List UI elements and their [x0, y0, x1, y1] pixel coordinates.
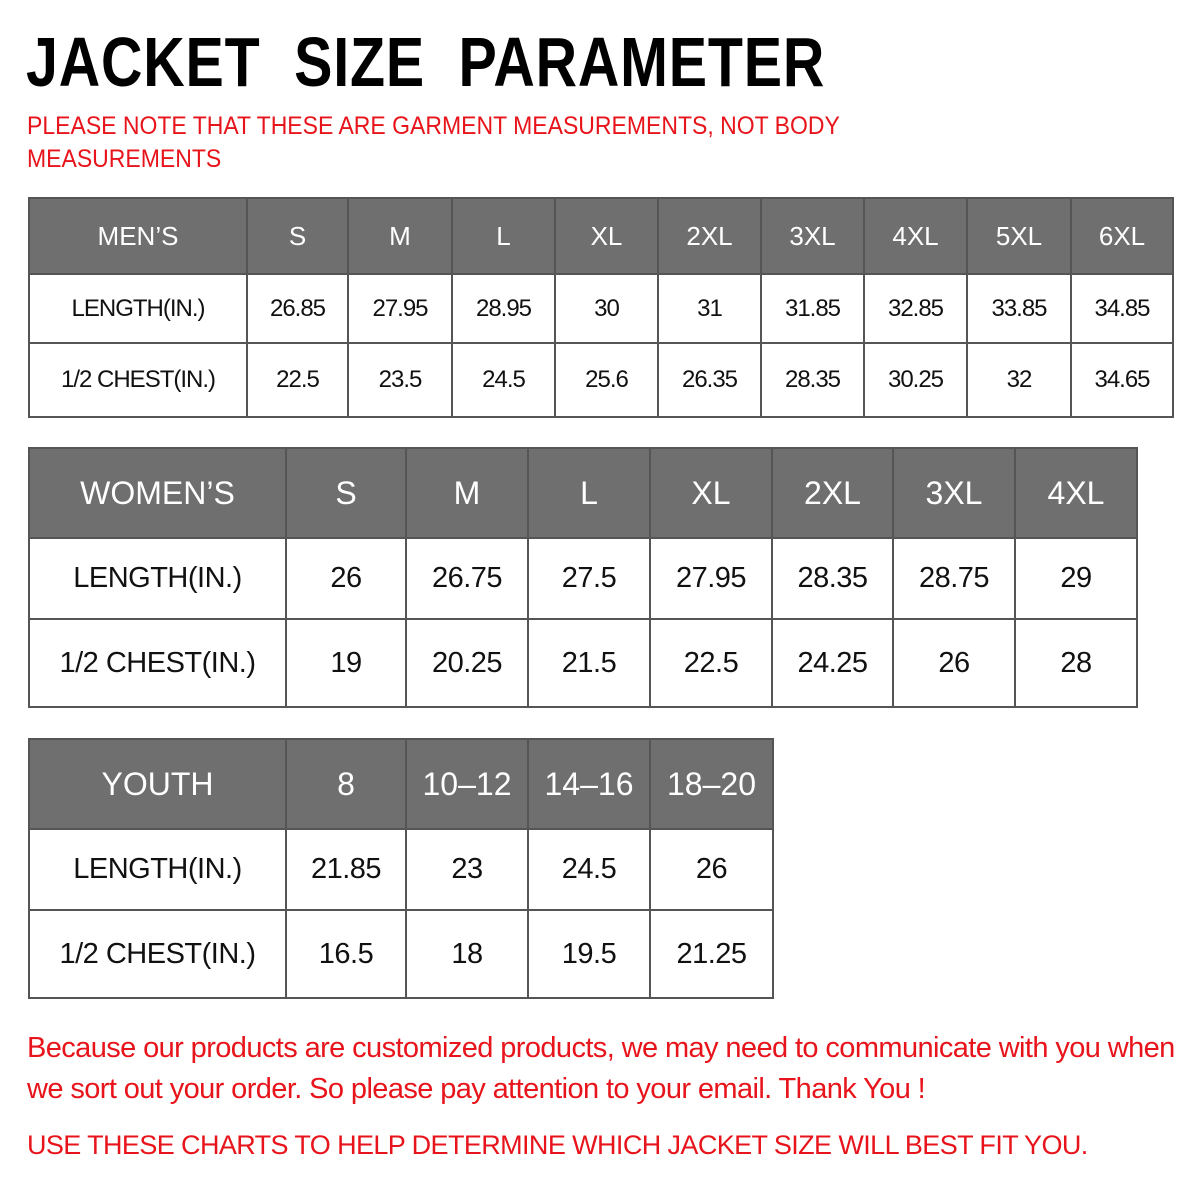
measurement-cell: 32.85: [863, 273, 968, 344]
page-title: JACKET SIZE PARAMETER: [26, 23, 826, 101]
measurement-cell: 19: [285, 618, 407, 708]
measurement-cell: 24.25: [771, 618, 894, 708]
measurement-cell: 26.75: [405, 537, 529, 620]
size-header: 14–16: [527, 738, 651, 830]
row-label: 1/2 CHEST(IN.): [28, 342, 248, 418]
table-row: LENGTH(IN.) 26 26.75 27.5 27.95 28.35 28.75 29: [28, 537, 1138, 620]
size-header: 5XL: [966, 197, 1072, 275]
measurement-cell: 21.25: [649, 909, 774, 999]
measurement-cell: 26: [649, 828, 774, 911]
size-header: 3XL: [892, 447, 1016, 539]
row-label: LENGTH(IN.): [28, 828, 287, 911]
measurement-cell: 24.5: [527, 828, 651, 911]
measurement-cell: 28.95: [451, 273, 556, 344]
measurement-cell: 28.75: [892, 537, 1016, 620]
measurement-cell: 20.25: [405, 618, 529, 708]
size-header: XL: [649, 447, 773, 539]
measurement-cell: 34.65: [1070, 342, 1174, 418]
measurement-cell: 30: [554, 273, 659, 344]
measurement-cell: 21.85: [285, 828, 407, 911]
header-row: YOUTH 8 10–12 14–16 18–20: [28, 738, 774, 830]
measurement-cell: 16.5: [285, 909, 407, 999]
category-header: WOMEN’S: [28, 447, 287, 539]
row-label: 1/2 CHEST(IN.): [28, 909, 287, 999]
measurement-cell: 27.5: [527, 537, 651, 620]
mens-size-table: MEN’S S M L XL 2XL 3XL 4XL 5XL 6XL LENGTH(IN.) 26.8…: [28, 197, 1174, 418]
size-header: 4XL: [863, 197, 968, 275]
size-header: 10–12: [405, 738, 529, 830]
measurement-cell: 34.85: [1070, 273, 1174, 344]
row-label: LENGTH(IN.): [28, 273, 248, 344]
table-row: LENGTH(IN.) 21.85 23 24.5 26: [28, 828, 774, 911]
table-row: 1/2 CHEST(IN.) 19 20.25 21.5 22.5 24.25 26 28: [28, 618, 1138, 708]
measurement-cell: 22.5: [246, 342, 349, 418]
category-header: MEN’S: [28, 197, 248, 275]
size-header: XL: [554, 197, 659, 275]
row-label: LENGTH(IN.): [28, 537, 287, 620]
measurement-cell: 28: [1014, 618, 1138, 708]
measurement-cell: 28.35: [771, 537, 894, 620]
row-label: 1/2 CHEST(IN.): [28, 618, 287, 708]
size-header: 18–20: [649, 738, 774, 830]
measurement-cell: 26: [285, 537, 407, 620]
header-row: MEN’S S M L XL 2XL 3XL 4XL 5XL 6XL: [28, 197, 1174, 275]
measurement-cell: 31: [657, 273, 762, 344]
size-header: S: [285, 447, 407, 539]
size-header: 4XL: [1014, 447, 1138, 539]
category-header: YOUTH: [28, 738, 287, 830]
size-header: L: [527, 447, 651, 539]
measurement-cell: 19.5: [527, 909, 651, 999]
measurement-cell: 27.95: [347, 273, 453, 344]
measurement-cell: 22.5: [649, 618, 773, 708]
size-header: 3XL: [760, 197, 865, 275]
measurement-cell: 23: [405, 828, 529, 911]
womens-size-table: WOMEN’S S M L XL 2XL 3XL 4XL LENGTH(IN.) 26 26.75 2…: [28, 447, 1138, 708]
size-header: M: [347, 197, 453, 275]
measurement-cell: 26: [892, 618, 1016, 708]
measurement-cell: 18: [405, 909, 529, 999]
size-header: 2XL: [771, 447, 894, 539]
size-header: S: [246, 197, 349, 275]
measurement-cell: 23.5: [347, 342, 453, 418]
measurement-cell: 21.5: [527, 618, 651, 708]
measurement-cell: 24.5: [451, 342, 556, 418]
customization-message: Because our products are customized prod…: [27, 1032, 1175, 1105]
size-header: 8: [285, 738, 407, 830]
measurement-cell: 32: [966, 342, 1072, 418]
fit-instruction: USE THESE CHARTS TO HELP DETERMINE WHICH…: [27, 1130, 1088, 1160]
measurement-cell: 29: [1014, 537, 1138, 620]
measurement-note: PLEASE NOTE THAT THESE ARE GARMENT MEASU…: [27, 112, 840, 173]
size-header: L: [451, 197, 556, 275]
measurement-cell: 27.95: [649, 537, 773, 620]
size-header: 2XL: [657, 197, 762, 275]
table-row: 1/2 CHEST(IN.) 16.5 18 19.5 21.25: [28, 909, 774, 999]
measurement-cell: 31.85: [760, 273, 865, 344]
table-row: 1/2 CHEST(IN.) 22.5 23.5 24.5 25.6 26.35 28.35…: [28, 342, 1174, 418]
measurement-cell: 26.35: [657, 342, 762, 418]
size-header: 6XL: [1070, 197, 1174, 275]
header-row: WOMEN’S S M L XL 2XL 3XL 4XL: [28, 447, 1138, 539]
measurement-cell: 33.85: [966, 273, 1072, 344]
measurement-cell: 25.6: [554, 342, 659, 418]
youth-size-table: YOUTH 8 10–12 14–16 18–20 LENGTH(IN.) 21.85 23 2…: [28, 738, 774, 999]
table-row: LENGTH(IN.) 26.85 27.95 28.95 30 31 31.85 32.85…: [28, 273, 1174, 344]
measurement-cell: 28.35: [760, 342, 865, 418]
measurement-cell: 26.85: [246, 273, 349, 344]
size-header: M: [405, 447, 529, 539]
measurement-cell: 30.25: [863, 342, 968, 418]
